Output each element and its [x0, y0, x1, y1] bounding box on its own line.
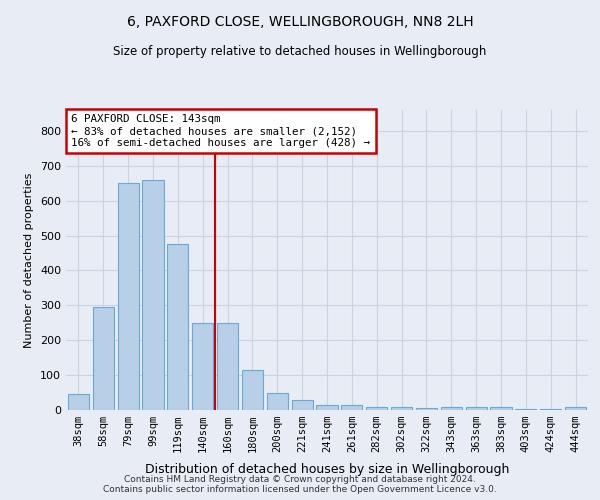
- Bar: [441, 407, 462, 410]
- Bar: [68, 394, 89, 410]
- Bar: [316, 405, 338, 410]
- Y-axis label: Number of detached properties: Number of detached properties: [25, 172, 34, 348]
- Bar: [416, 408, 437, 410]
- Bar: [515, 409, 536, 410]
- Text: Contains public sector information licensed under the Open Government Licence v3: Contains public sector information licen…: [103, 485, 497, 494]
- Text: 6 PAXFORD CLOSE: 143sqm
← 83% of detached houses are smaller (2,152)
16% of semi: 6 PAXFORD CLOSE: 143sqm ← 83% of detache…: [71, 114, 370, 148]
- Bar: [217, 323, 238, 410]
- Bar: [267, 392, 288, 410]
- Bar: [242, 370, 263, 410]
- Bar: [466, 407, 487, 410]
- X-axis label: Distribution of detached houses by size in Wellingborough: Distribution of detached houses by size …: [145, 464, 509, 476]
- Bar: [192, 323, 213, 410]
- Bar: [142, 180, 164, 410]
- Bar: [118, 184, 139, 410]
- Bar: [540, 409, 561, 410]
- Bar: [490, 407, 512, 410]
- Bar: [565, 406, 586, 410]
- Text: 6, PAXFORD CLOSE, WELLINGBOROUGH, NN8 2LH: 6, PAXFORD CLOSE, WELLINGBOROUGH, NN8 2L…: [127, 15, 473, 29]
- Bar: [366, 407, 387, 410]
- Text: Size of property relative to detached houses in Wellingborough: Size of property relative to detached ho…: [113, 45, 487, 58]
- Bar: [292, 400, 313, 410]
- Bar: [93, 307, 114, 410]
- Bar: [341, 406, 362, 410]
- Bar: [391, 407, 412, 410]
- Text: Contains HM Land Registry data © Crown copyright and database right 2024.: Contains HM Land Registry data © Crown c…: [124, 475, 476, 484]
- Bar: [167, 244, 188, 410]
